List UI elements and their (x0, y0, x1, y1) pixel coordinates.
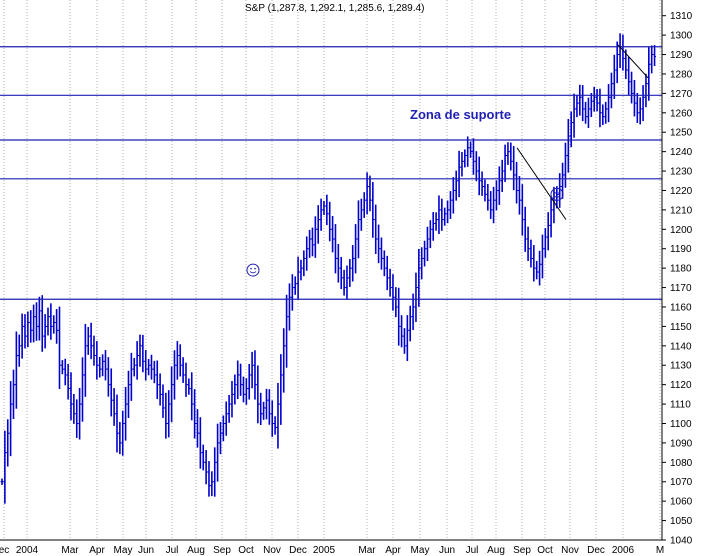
trendline-downtrend-jan (617, 44, 649, 79)
x-tick-label: 2005 (313, 545, 336, 556)
x-tick-label: Jun (439, 545, 455, 556)
x-tick-label: Mar (61, 545, 79, 556)
y-tick-label: 1180 (670, 264, 692, 275)
y-tick-label: 1140 (670, 341, 692, 352)
price-bars (0, 33, 657, 504)
x-tick-label: M (656, 545, 664, 556)
x-tick-label: Sep (513, 545, 531, 556)
x-tick-label: Dec (587, 545, 605, 556)
x-tick-label: Apr (89, 545, 105, 556)
y-tick-label: 1090 (670, 438, 693, 449)
y-tick-label: 1270 (670, 89, 693, 100)
support-lines (0, 46, 662, 300)
chart-title: S&P (1,287.8, 1,292.1, 1,285.6, 1,289.4) (245, 3, 424, 14)
y-tick-label: 1250 (670, 128, 693, 139)
y-tick-label: 1080 (670, 458, 693, 469)
y-tick-label: 1040 (670, 536, 693, 547)
smiley-icon (246, 263, 260, 277)
x-axis-ticks: ec 2004 Mar Apr May Jun Jul Aug Sep Oct Nov Dec 2005… (0, 545, 664, 556)
x-tick-label: May (411, 545, 430, 556)
y-tick-label: 1060 (670, 497, 693, 508)
y-tick-label: 1280 (670, 69, 693, 80)
smiley-icon (550, 187, 564, 201)
x-tick-label: Nov (263, 545, 281, 556)
y-axis-ticks: 1040 1050 1060 1070 1080 1090 1100 1110 1120 1130… (662, 11, 693, 547)
y-tick-label: 1230 (670, 167, 693, 178)
y-tick-label: 1210 (670, 205, 693, 216)
x-tick-label: 2006 (612, 545, 635, 556)
x-tick-label: Jul (166, 545, 179, 556)
x-tick-label: Aug (487, 545, 505, 556)
x-tick-label: May (114, 545, 133, 556)
smiley-markers (246, 187, 564, 277)
vertical-gridlines (3, 0, 661, 540)
x-tick-label: Aug (187, 545, 205, 556)
annotation-zona-de-suporte: Zona de suporte (410, 107, 511, 122)
x-tick-label: Mar (358, 545, 376, 556)
y-tick-label: 1200 (670, 225, 693, 236)
trendlines (516, 44, 649, 220)
x-tick-label: Nov (561, 545, 579, 556)
y-tick-label: 1240 (670, 147, 693, 158)
y-tick-label: 1300 (670, 31, 693, 42)
y-tick-label: 1130 (670, 361, 692, 372)
y-tick-label: 1310 (670, 11, 693, 22)
x-tick-label: Apr (385, 545, 401, 556)
x-tick-label: Sep (213, 545, 231, 556)
y-tick-label: 1100 (670, 419, 692, 430)
y-tick-label: 1260 (670, 108, 693, 119)
y-tick-label: 1070 (670, 477, 693, 488)
y-tick-label: 1220 (670, 186, 693, 197)
x-tick-label: 2004 (16, 545, 39, 556)
trendline-downtrend-oct (516, 147, 567, 220)
y-tick-label: 1290 (670, 50, 693, 61)
x-tick-label: Oct (537, 545, 553, 556)
x-tick-label: Oct (238, 545, 254, 556)
y-tick-label: 1190 (670, 244, 692, 255)
x-tick-label: Dec (289, 545, 307, 556)
y-tick-label: 1120 (670, 380, 692, 391)
x-tick-label: Jun (138, 545, 154, 556)
y-tick-label: 1160 (670, 302, 692, 313)
y-tick-label: 1050 (670, 516, 693, 527)
x-tick-label: ec (0, 545, 9, 556)
x-tick-label: Jul (466, 545, 479, 556)
y-tick-label: 1110 (670, 400, 691, 411)
y-tick-label: 1170 (670, 283, 692, 294)
y-tick-label: 1150 (670, 322, 692, 333)
